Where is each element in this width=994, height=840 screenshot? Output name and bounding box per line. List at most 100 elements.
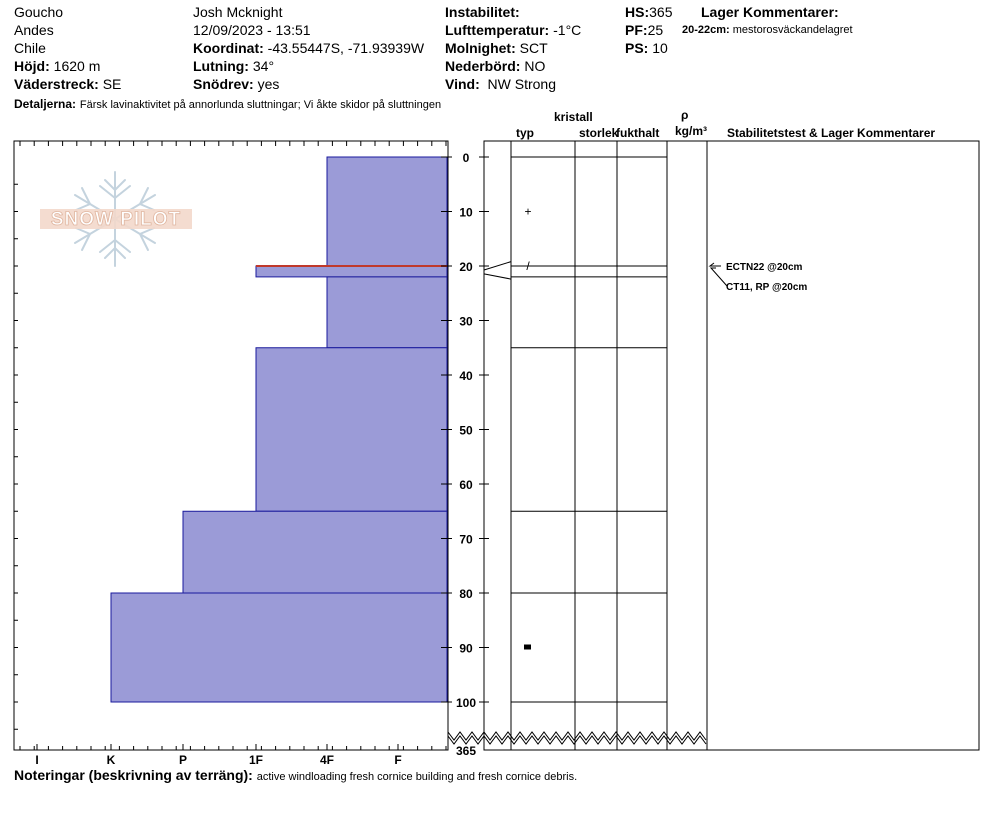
air-temp-label: Lufttemperatur: (445, 22, 550, 38)
hardness-layer-4 (255, 347, 448, 512)
col-moisture: fukthalt (616, 126, 660, 140)
y-tick-label-40: 40 (459, 369, 473, 383)
pf: PF:25 (625, 22, 663, 39)
hardness-layer-5 (182, 510, 448, 594)
hardness-layer-6 (110, 592, 448, 703)
coordinate-label: Koordinat: (193, 40, 264, 56)
elevation-value: 1620 m (53, 58, 101, 74)
slope: Lutning: 34° (193, 58, 274, 75)
blowing-snow-value: yes (257, 76, 280, 92)
x-tick-label-1F: 1F (249, 753, 263, 767)
details-text: Färsk lavinaktivitet på annorlunda slutt… (79, 99, 442, 111)
y-tick-label-90: 90 (459, 642, 473, 656)
y-tick-label-20: 20 (459, 260, 473, 274)
slope-value: 34° (252, 58, 275, 74)
air-temp: Lufttemperatur: -1°C (445, 22, 581, 39)
layer-comments-title: Lager Kommentarer: (701, 4, 839, 20)
wind-label: Vind: (445, 76, 480, 92)
y-tick-label-80: 80 (459, 587, 473, 601)
grain-symbol-2: / (526, 259, 530, 273)
col-crystal: kristall (554, 110, 593, 124)
layer-comment-depth: 20-22cm: (682, 24, 730, 36)
x-tick-label-F: F (394, 753, 401, 767)
ps-label: PS: (625, 40, 649, 56)
y-tick-label-50: 50 (459, 424, 473, 438)
precip: Nederbörd: NO (445, 58, 545, 75)
notes-label: Noteringar (beskrivning av terräng): (14, 767, 253, 783)
test-arrow-2 (709, 267, 728, 287)
location-name: Goucho (14, 4, 64, 20)
y-tick-label-60: 60 (459, 478, 473, 492)
blowing-snow-label: Snödrev: (193, 76, 254, 92)
col-density-unit: kg/m³ (675, 124, 708, 138)
elevation-label: Höjd: (14, 58, 50, 74)
sky: Molnighet: SCT (445, 40, 548, 57)
grain-symbol-1: + (524, 205, 531, 219)
instability-label: Instabilitet: (445, 4, 520, 20)
notes: Noteringar (beskrivning av terräng): act… (14, 767, 577, 784)
blowing-snow: Snödrev: yes (193, 76, 279, 93)
test-arrow-1 (708, 262, 721, 267)
snowpilot-logo: SNOW PILOT (40, 171, 192, 267)
depth-connector-2 (483, 273, 512, 280)
pf-value: 25 (647, 22, 664, 38)
x-tick-label-K: K (107, 753, 116, 767)
hs: HS:365 (625, 4, 672, 21)
x-tick-label-4F: 4F (320, 753, 334, 767)
aspect-label: Väderstreck: (14, 76, 99, 92)
col-rho: ρ (681, 108, 689, 122)
y-tick-label-10: 10 (459, 206, 473, 220)
y-tick-label-0: 0 (463, 151, 470, 165)
coordinate: Koordinat: -43.55447S, -71.93939W (193, 40, 424, 57)
x-tick-label-I: I (35, 753, 38, 767)
y-tick-label-bottom: 365 (456, 744, 476, 758)
hardness-plot-frame (13, 140, 449, 751)
elevation: Höjd: 1620 m (14, 58, 100, 75)
wind-value: NW Strong (487, 76, 556, 92)
stability-test-1: ECTN22 @20cm (726, 262, 803, 273)
col-stability: Stabilitetstest & Lager Kommentarer (727, 126, 936, 140)
location-country: Chile (14, 40, 46, 56)
layer-comment-text: mestorosväckandelagret (732, 24, 853, 36)
ps-value: 10 (652, 40, 668, 56)
sky-value: SCT (519, 40, 548, 56)
coordinate-value: -43.55447S, -71.93939W (267, 40, 425, 56)
hardness-layer-3 (326, 276, 448, 349)
notes-text: active windloading fresh cornice buildin… (256, 771, 578, 783)
grain-symbol-3 (524, 644, 531, 650)
air-temp-value: -1°C (553, 22, 582, 38)
y-tick-label-100: 100 (456, 696, 476, 710)
datetime: 12/09/2023 - 13:51 (193, 22, 311, 38)
instability: Instabilitet: (445, 4, 520, 21)
axis-break-zigzag-1 (447, 735, 707, 745)
col-type: typ (516, 126, 534, 140)
pf-label: PF: (625, 22, 648, 38)
layer-table-frame (483, 140, 980, 751)
hs-value: 365 (649, 4, 673, 20)
hardness-layer-2 (255, 265, 448, 278)
precip-label: Nederbörd: (445, 58, 521, 74)
details: Detaljerna: Färsk lavinaktivitet på anno… (14, 95, 441, 112)
logo-text: SNOW PILOT (51, 209, 181, 230)
slope-label: Lutning: (193, 58, 249, 74)
location-range: Andes (14, 22, 54, 38)
ps: PS: 10 (625, 40, 668, 57)
layer-comment: 20-22cm: mestorosväckandelagret (682, 24, 853, 37)
wind: Vind: NW Strong (445, 76, 556, 93)
col-size: storlek (579, 126, 619, 140)
y-tick-label-70: 70 (459, 533, 473, 547)
details-label: Detaljerna: (14, 97, 77, 111)
precip-value: NO (524, 58, 546, 74)
hardness-layer-1 (326, 156, 448, 267)
axis-break-zigzag-2 (447, 731, 707, 741)
depth-connector-1 (483, 261, 512, 271)
sky-label: Molnighet: (445, 40, 516, 56)
x-tick-label-P: P (179, 753, 187, 767)
y-tick-label-30: 30 (459, 315, 473, 329)
aspect: Väderstreck: SE (14, 76, 121, 93)
stability-test-2: CT11, RP @20cm (726, 282, 807, 293)
aspect-value: SE (102, 76, 122, 92)
hs-label: HS: (625, 4, 650, 20)
observer: Josh Mcknight (193, 4, 283, 20)
